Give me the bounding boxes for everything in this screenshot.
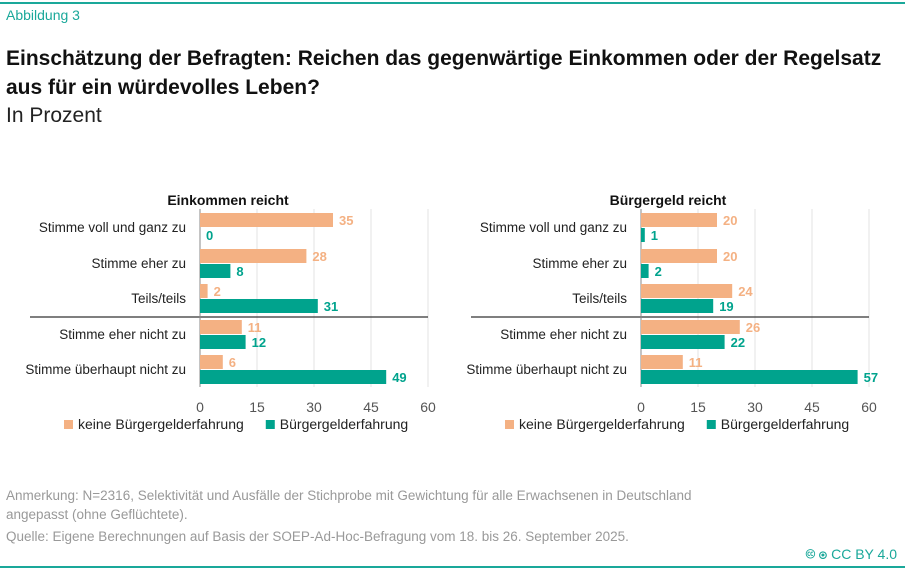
data-label: 49 bbox=[392, 370, 406, 385]
data-label: 20 bbox=[723, 249, 737, 264]
bar bbox=[641, 284, 733, 298]
category-label: Stimme voll und ganz zu bbox=[39, 220, 186, 235]
legend-label: keine Bürgergelderfahrung bbox=[78, 416, 244, 432]
bar bbox=[200, 370, 387, 384]
bar bbox=[641, 249, 717, 263]
legend-swatch bbox=[265, 420, 275, 429]
data-label: 1 bbox=[651, 228, 658, 243]
legend-label: keine Bürgergelderfahrung bbox=[519, 416, 685, 432]
data-label: 20 bbox=[723, 213, 737, 228]
data-label: 8 bbox=[236, 264, 243, 279]
bar bbox=[641, 320, 740, 334]
data-label: 24 bbox=[738, 284, 753, 299]
x-tick-label: 0 bbox=[196, 399, 204, 415]
bar bbox=[200, 355, 223, 369]
category-label: Stimme überhaupt nicht zu bbox=[25, 362, 186, 377]
x-tick-label: 15 bbox=[249, 399, 265, 415]
by-icon: ◉ bbox=[818, 546, 828, 562]
legend-label: Bürgergelderfahrung bbox=[280, 416, 408, 432]
legend-swatch bbox=[505, 420, 514, 429]
bar bbox=[200, 213, 333, 227]
panel-title: Einkommen reicht bbox=[167, 192, 289, 208]
note: Anmerkung: N=2316, Selektivität und Ausf… bbox=[6, 488, 692, 522]
legend-label: Bürgergelderfahrung bbox=[721, 416, 849, 432]
data-label: 6 bbox=[229, 355, 236, 370]
category-label: Stimme eher zu bbox=[91, 256, 186, 271]
category-label: Stimme eher zu bbox=[532, 256, 627, 271]
legend-swatch bbox=[64, 420, 73, 429]
bar bbox=[641, 335, 725, 349]
data-label: 2 bbox=[655, 264, 662, 279]
data-label: 2 bbox=[214, 284, 221, 299]
x-tick-label: 30 bbox=[747, 399, 763, 415]
x-tick-label: 0 bbox=[637, 399, 645, 415]
figure-label: Abbildung 3 bbox=[6, 7, 80, 23]
source: Quelle: Eigene Berechnungen auf Basis de… bbox=[6, 529, 629, 544]
data-label: 19 bbox=[719, 299, 733, 314]
data-label: 0 bbox=[206, 228, 213, 243]
panel-title: Bürgergeld reicht bbox=[610, 192, 727, 208]
bar bbox=[641, 264, 649, 278]
data-label: 22 bbox=[731, 335, 745, 350]
category-label: Teils/teils bbox=[131, 291, 186, 306]
category-label: Stimme eher nicht zu bbox=[59, 327, 186, 342]
bar bbox=[641, 228, 645, 242]
data-label: 11 bbox=[248, 320, 262, 335]
license: 🅭︎ ◉ CC BY 4.0 bbox=[806, 546, 897, 564]
data-label: 26 bbox=[746, 320, 760, 335]
x-tick-label: 45 bbox=[363, 399, 379, 415]
x-tick-label: 60 bbox=[420, 399, 436, 415]
cc-icon: 🅭︎ bbox=[806, 546, 815, 562]
license-text: CC BY 4.0 bbox=[831, 546, 897, 562]
x-tick-label: 15 bbox=[690, 399, 706, 415]
category-label: Stimme voll und ganz zu bbox=[480, 220, 627, 235]
bar bbox=[641, 370, 858, 384]
x-tick-label: 30 bbox=[306, 399, 322, 415]
x-tick-label: 60 bbox=[861, 399, 877, 415]
chart-title: Einschätzung der Befragten: Reichen das … bbox=[6, 47, 882, 99]
bar bbox=[200, 249, 307, 263]
category-label: Stimme eher nicht zu bbox=[500, 327, 627, 342]
bar bbox=[641, 299, 714, 313]
chart-subtitle: In Prozent bbox=[6, 104, 102, 127]
data-label: 11 bbox=[689, 355, 703, 370]
data-label: 31 bbox=[324, 299, 338, 314]
x-tick-label: 45 bbox=[804, 399, 820, 415]
data-label: 12 bbox=[252, 335, 266, 350]
bar bbox=[200, 299, 318, 313]
bar bbox=[641, 355, 683, 369]
data-label: 35 bbox=[339, 213, 353, 228]
bar bbox=[200, 335, 246, 349]
category-label: Stimme überhaupt nicht zu bbox=[466, 362, 627, 377]
bar bbox=[200, 264, 231, 278]
bar bbox=[200, 284, 208, 298]
data-label: 57 bbox=[864, 370, 878, 385]
bar bbox=[200, 320, 242, 334]
bar bbox=[641, 213, 717, 227]
bottom-rule bbox=[0, 566, 905, 568]
category-label: Teils/teils bbox=[572, 291, 627, 306]
top-rule bbox=[0, 2, 905, 4]
legend-swatch bbox=[706, 420, 716, 429]
data-label: 28 bbox=[312, 249, 326, 264]
